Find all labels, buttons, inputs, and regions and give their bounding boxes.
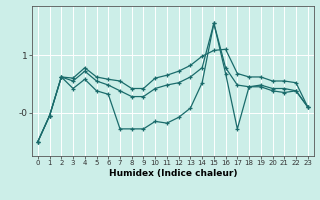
X-axis label: Humidex (Indice chaleur): Humidex (Indice chaleur): [108, 169, 237, 178]
